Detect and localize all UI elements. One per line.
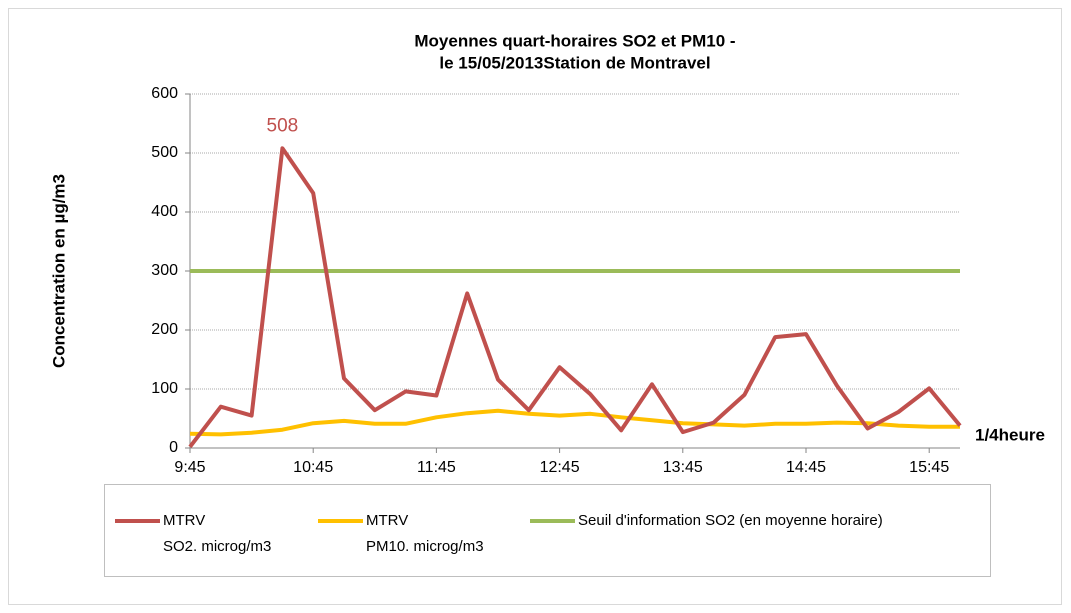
x-tick-label: 13:45 bbox=[663, 459, 703, 476]
x-tick-label: 11:45 bbox=[417, 459, 456, 476]
x-tick-label: 10:45 bbox=[293, 459, 333, 476]
x-tick-label: 9:45 bbox=[174, 459, 205, 476]
series-line bbox=[189, 408, 960, 437]
chart-subtitle: le 15/05/2013Station de Montravel bbox=[439, 53, 710, 72]
y-tick-label: 300 bbox=[151, 262, 178, 279]
series-line bbox=[188, 146, 962, 449]
chart-title: Moyennes quart-horaires SO2 et PM10 - bbox=[414, 31, 735, 50]
y-tick-label: 500 bbox=[151, 144, 178, 161]
y-tick-label: 200 bbox=[151, 321, 178, 338]
y-tick-label: 400 bbox=[151, 203, 178, 220]
legend-label: MTRV SO2. microg/m3 bbox=[163, 512, 272, 555]
y-tick-label: 100 bbox=[151, 380, 178, 397]
y-tick-label: 600 bbox=[151, 85, 178, 102]
x-axis-title: 1/4heure bbox=[975, 425, 1045, 444]
legend-label: MTRV PM10. microg/m3 bbox=[366, 512, 484, 555]
data-label: 508 bbox=[267, 115, 299, 136]
legend-box bbox=[104, 484, 991, 577]
x-tick-label: 14:45 bbox=[786, 459, 826, 476]
y-axis-title: Concentration en µg/m3 bbox=[49, 174, 68, 368]
x-tick-label: 15:45 bbox=[909, 459, 949, 476]
y-tick-label: 0 bbox=[169, 439, 178, 456]
legend-label: Seuil d'information SO2 (en moyenne hora… bbox=[578, 512, 883, 529]
chart-border bbox=[8, 8, 1062, 605]
x-tick-label: 12:45 bbox=[540, 459, 580, 476]
